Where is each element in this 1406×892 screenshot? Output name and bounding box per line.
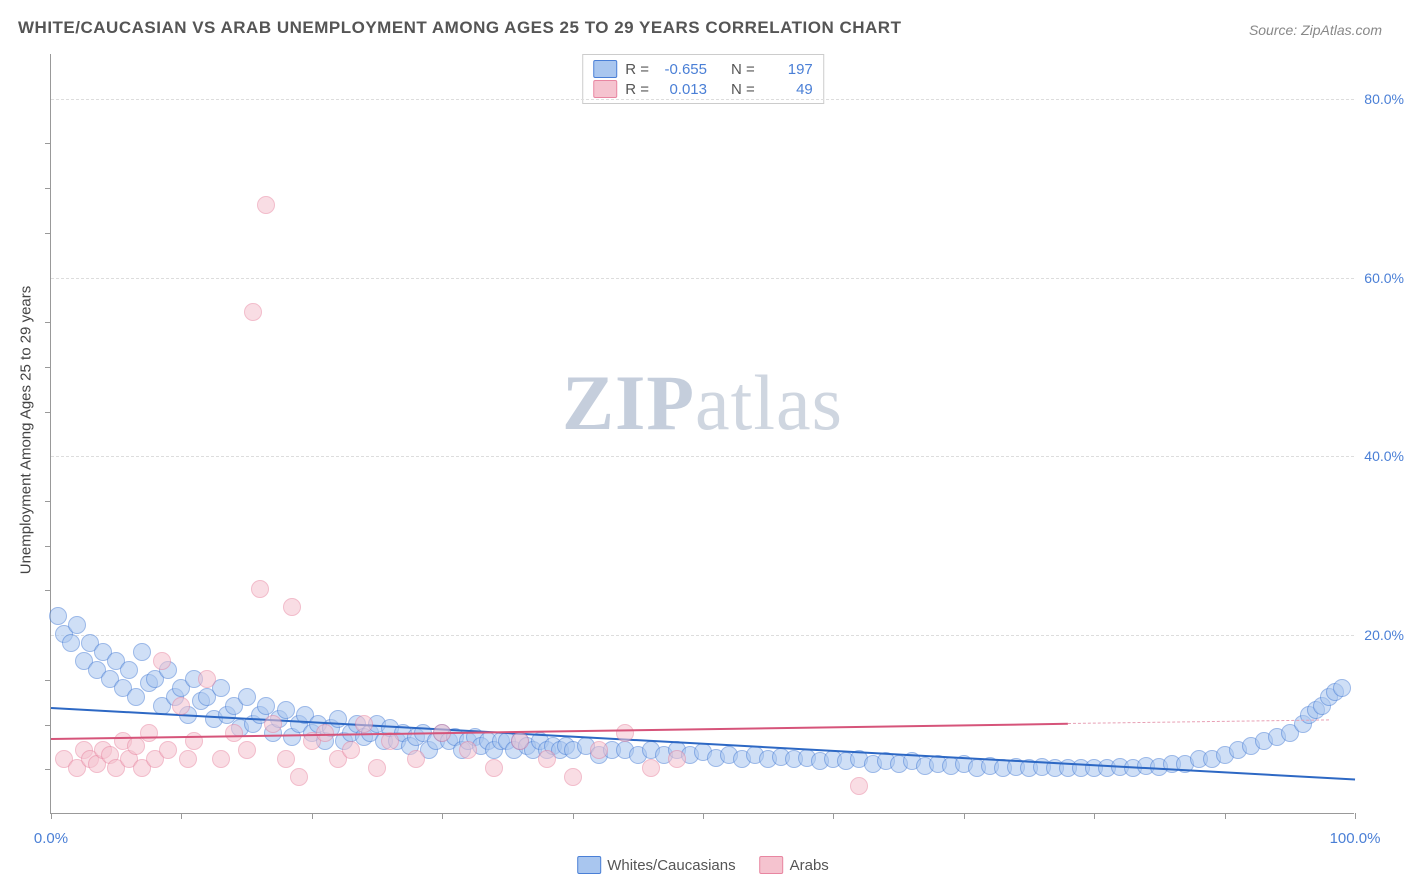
- y-tick-minor: [45, 412, 51, 413]
- data-point: [277, 750, 295, 768]
- data-point: [407, 750, 425, 768]
- y-tick-minor: [45, 501, 51, 502]
- legend-swatch-0: [577, 856, 601, 874]
- watermark: ZIPatlas: [562, 358, 843, 448]
- gridline: [51, 278, 1354, 279]
- x-tick: [312, 813, 313, 819]
- data-point: [564, 768, 582, 786]
- data-point: [459, 741, 477, 759]
- watermark-zip: ZIP: [562, 359, 695, 446]
- data-point: [283, 598, 301, 616]
- legend-label-1: Arabs: [790, 857, 829, 874]
- y-tick-minor: [45, 680, 51, 681]
- x-tick: [51, 813, 52, 819]
- data-point: [355, 715, 373, 733]
- data-point: [212, 750, 230, 768]
- data-point: [590, 741, 608, 759]
- source-attribution: Source: ZipAtlas.com: [1249, 22, 1382, 38]
- x-tick: [573, 813, 574, 819]
- y-tick-minor: [45, 725, 51, 726]
- data-point: [120, 661, 138, 679]
- chart-title: WHITE/CAUCASIAN VS ARAB UNEMPLOYMENT AMO…: [18, 18, 901, 38]
- data-point: [49, 607, 67, 625]
- data-point: [251, 580, 269, 598]
- x-tick: [703, 813, 704, 819]
- x-tick: [964, 813, 965, 819]
- data-point: [238, 688, 256, 706]
- y-tick-minor: [45, 367, 51, 368]
- data-point: [850, 777, 868, 795]
- data-point: [179, 750, 197, 768]
- data-point: [225, 724, 243, 742]
- x-tick: [1094, 813, 1095, 819]
- data-point: [127, 737, 145, 755]
- plot-area: ZIPatlas 20.0%40.0%60.0%80.0%0.0%100.0%: [50, 54, 1354, 814]
- y-tick-label: 60.0%: [1356, 270, 1404, 286]
- y-tick-minor: [45, 322, 51, 323]
- x-tick-label: 100.0%: [1330, 830, 1381, 847]
- data-point: [68, 616, 86, 634]
- data-point: [198, 670, 216, 688]
- data-point: [257, 196, 275, 214]
- data-point: [133, 643, 151, 661]
- data-point: [485, 759, 503, 777]
- y-tick-label: 40.0%: [1356, 448, 1404, 464]
- y-axis-label: Unemployment Among Ages 25 to 29 years: [18, 286, 35, 575]
- gridline: [51, 456, 1354, 457]
- x-tick: [1355, 813, 1356, 819]
- data-point: [290, 768, 308, 786]
- gridline: [51, 99, 1354, 100]
- data-point: [264, 715, 282, 733]
- data-point: [238, 741, 256, 759]
- data-point: [172, 697, 190, 715]
- data-point: [62, 634, 80, 652]
- legend-item-0: Whites/Caucasians: [577, 856, 735, 874]
- data-point: [668, 750, 686, 768]
- y-tick-minor: [45, 590, 51, 591]
- gridline: [51, 635, 1354, 636]
- data-point: [140, 724, 158, 742]
- x-tick: [181, 813, 182, 819]
- y-tick-minor: [45, 769, 51, 770]
- data-point: [244, 303, 262, 321]
- data-point: [159, 741, 177, 759]
- data-point: [642, 759, 660, 777]
- data-point: [127, 688, 145, 706]
- y-tick-minor: [45, 233, 51, 234]
- data-point: [538, 750, 556, 768]
- watermark-atlas: atlas: [695, 359, 843, 446]
- trend-line: [51, 723, 1068, 740]
- x-tick-label: 0.0%: [34, 830, 68, 847]
- legend-item-1: Arabs: [760, 856, 829, 874]
- bottom-legend: Whites/Caucasians Arabs: [577, 856, 829, 874]
- data-point: [616, 724, 634, 742]
- legend-swatch-1: [760, 856, 784, 874]
- data-point: [316, 724, 334, 742]
- y-tick-label: 80.0%: [1356, 91, 1404, 107]
- y-tick-minor: [45, 188, 51, 189]
- x-tick: [833, 813, 834, 819]
- data-point: [381, 732, 399, 750]
- y-tick-minor: [45, 546, 51, 547]
- y-tick-label: 20.0%: [1356, 627, 1404, 643]
- data-point: [342, 741, 360, 759]
- x-tick: [1225, 813, 1226, 819]
- y-tick-minor: [45, 143, 51, 144]
- data-point: [1333, 679, 1351, 697]
- data-point: [511, 732, 529, 750]
- legend-label-0: Whites/Caucasians: [607, 857, 735, 874]
- data-point: [368, 759, 386, 777]
- x-tick: [442, 813, 443, 819]
- data-point: [153, 652, 171, 670]
